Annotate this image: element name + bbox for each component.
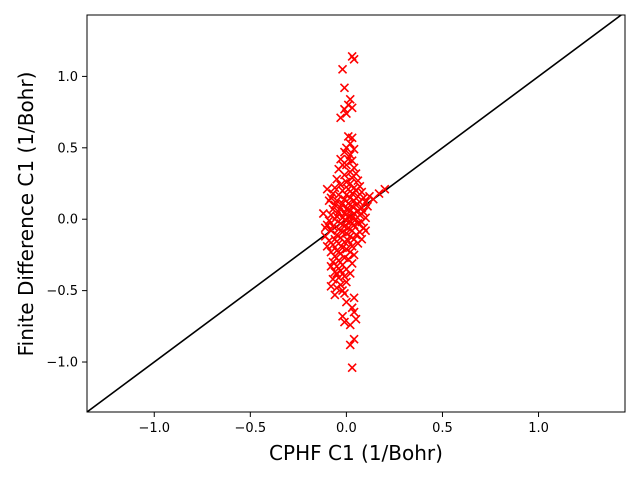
x-axis-label: CPHF C1 (1/Bohr): [269, 441, 443, 465]
y-tick-label: −0.5: [46, 284, 78, 299]
data-point-42: [334, 190, 344, 200]
y-tick-label: 1.0: [57, 70, 78, 85]
x-tick-label: 0.5: [432, 421, 453, 436]
y-tick-label: −1.0: [46, 356, 78, 371]
x-tick-label: 1.0: [528, 421, 549, 436]
data-point-147: [349, 334, 359, 344]
y-tick-label: 0.0: [57, 213, 78, 228]
data-point-115: [349, 250, 359, 260]
data-point-162: [326, 281, 336, 291]
x-tick-label: −0.5: [235, 421, 267, 436]
data-point-3: [339, 83, 350, 93]
data-point-156: [318, 208, 328, 219]
data-point-160: [322, 184, 332, 194]
data-point-2: [337, 64, 348, 74]
data-point-137: [349, 293, 359, 303]
data-point-8: [336, 113, 346, 123]
data-point-136: [330, 290, 340, 300]
data-point-27: [347, 173, 357, 183]
y-axis-label: Finite Difference C1 (1/Bohr): [14, 72, 38, 357]
data-point-148: [347, 363, 357, 373]
data-point-153: [362, 201, 373, 211]
data-point-1: [349, 54, 359, 64]
data-point-132: [341, 277, 351, 287]
x-axis-ticks: −1.0 −0.5 0.0 0.5 1.0: [138, 412, 549, 436]
y-axis-ticks: −1.0 −0.5 0.0 0.5 1.0: [46, 70, 87, 371]
data-point-146: [345, 340, 355, 350]
data-point-155: [357, 234, 367, 244]
data-point-141: [337, 311, 348, 321]
data-point-9: [341, 108, 351, 119]
data-point-138: [339, 288, 350, 299]
data-point-157: [320, 223, 330, 233]
data-point-19: [347, 156, 357, 166]
data-point-145: [345, 320, 355, 330]
data-point-161: [332, 268, 342, 279]
data-point-154: [361, 226, 371, 236]
x-tick-label: 0.0: [336, 421, 357, 436]
data-point-144: [339, 317, 350, 327]
data-point-158: [322, 241, 332, 251]
data-point-149: [380, 184, 390, 194]
data-point-26: [339, 170, 350, 180]
data-point-29: [353, 176, 363, 186]
data-point-108: [347, 241, 357, 251]
data-point-15: [349, 144, 359, 154]
data-point-84: [349, 220, 359, 230]
plot-frame: [86, 14, 626, 413]
y-tick-label: 0.5: [57, 141, 78, 156]
data-point-34: [330, 183, 340, 193]
data-point-28: [332, 174, 342, 184]
scatter-points: [318, 51, 390, 373]
data-point-21: [341, 160, 351, 170]
data-point-124: [326, 261, 336, 271]
data-point-4: [345, 94, 355, 104]
data-point-61: [328, 204, 338, 214]
data-point-14: [339, 147, 350, 157]
data-point-152: [368, 194, 378, 204]
data-point-32: [336, 180, 346, 190]
data-point-142: [349, 307, 359, 317]
data-point-159: [324, 196, 334, 206]
data-point-11: [347, 133, 357, 143]
data-point-128: [345, 268, 355, 279]
plot-content: [87, 15, 623, 412]
data-point-131: [328, 274, 338, 284]
x-tick-label: −1.0: [138, 421, 170, 436]
